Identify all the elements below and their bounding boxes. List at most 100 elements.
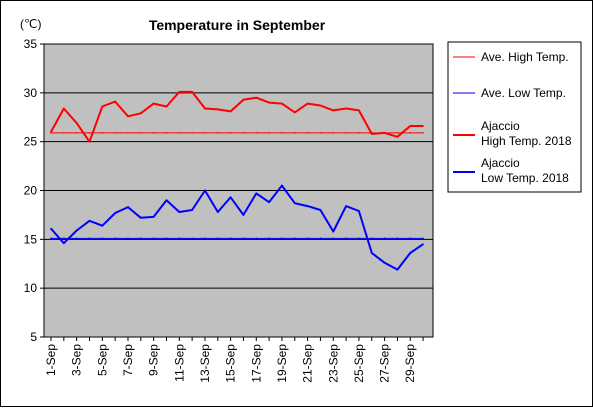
data-point bbox=[383, 237, 386, 240]
data-point bbox=[242, 214, 245, 216]
data-point bbox=[114, 132, 116, 134]
data-point bbox=[63, 107, 65, 110]
data-point bbox=[319, 209, 322, 211]
data-point bbox=[319, 132, 322, 134]
data-point bbox=[152, 237, 155, 240]
data-point bbox=[293, 202, 296, 204]
data-point bbox=[75, 237, 78, 240]
data-point bbox=[88, 237, 91, 240]
x-tick-label: 3-Sep bbox=[70, 344, 84, 376]
x-tick-label: 29-Sep bbox=[403, 344, 417, 383]
data-point bbox=[152, 216, 155, 218]
x-axis: 1-Sep 3-Sep 5-Sep 7-Sep 9-Sep 11-Sep 13-Sep 15-… bbox=[44, 337, 424, 383]
y-tick-label: 10 bbox=[24, 281, 38, 295]
data-point bbox=[191, 132, 193, 134]
data-point bbox=[216, 108, 219, 111]
legend-label: Ave. Low Temp. bbox=[481, 86, 566, 100]
data-point bbox=[50, 131, 52, 133]
data-point bbox=[396, 132, 399, 134]
x-tick-label: 5-Sep bbox=[95, 344, 109, 376]
data-point bbox=[293, 237, 296, 240]
data-point bbox=[140, 237, 142, 240]
x-tick-label: 21-Sep bbox=[301, 344, 315, 383]
data-point bbox=[293, 111, 296, 114]
x-tick-label: 25-Sep bbox=[352, 344, 366, 383]
data-point bbox=[204, 132, 206, 134]
data-point bbox=[293, 132, 296, 134]
data-point bbox=[88, 132, 91, 134]
data-point bbox=[306, 132, 309, 134]
data-point bbox=[281, 237, 283, 240]
legend-box bbox=[447, 41, 582, 193]
data-point bbox=[422, 243, 424, 246]
data-point bbox=[306, 102, 309, 105]
data-point bbox=[370, 133, 373, 135]
data-point bbox=[50, 237, 52, 240]
data-point bbox=[319, 237, 322, 240]
data-point bbox=[50, 227, 52, 230]
data-point bbox=[396, 135, 399, 138]
data-point bbox=[140, 132, 142, 134]
y-tick-label: 20 bbox=[24, 184, 38, 198]
y-axis: 5 10 15 20 25 30 35 bbox=[24, 37, 44, 344]
data-point bbox=[75, 122, 78, 124]
legend-label: Ave. High Temp. bbox=[481, 50, 569, 64]
data-point bbox=[422, 132, 424, 134]
y-tick-label: 30 bbox=[24, 86, 38, 100]
data-point bbox=[114, 212, 116, 214]
data-point bbox=[178, 211, 181, 213]
data-point bbox=[409, 125, 412, 127]
x-tick-label: 7-Sep bbox=[121, 344, 135, 376]
y-tick-label: 35 bbox=[24, 37, 38, 51]
data-point bbox=[165, 199, 168, 202]
data-point bbox=[204, 189, 206, 192]
data-point bbox=[204, 237, 206, 240]
data-point bbox=[396, 268, 399, 271]
legend-items: Ave. High Temp.Ave. Low Temp.AjaccioHigh… bbox=[453, 50, 572, 185]
data-point bbox=[75, 229, 78, 232]
data-point bbox=[101, 105, 104, 108]
data-point bbox=[191, 91, 193, 93]
data-point bbox=[281, 132, 283, 134]
data-point bbox=[101, 224, 104, 227]
data-point bbox=[63, 242, 65, 245]
x-tick-label: 27-Sep bbox=[378, 344, 392, 383]
data-point bbox=[255, 192, 258, 195]
data-point bbox=[152, 102, 155, 105]
data-point bbox=[409, 252, 412, 254]
data-point bbox=[370, 252, 373, 254]
data-point bbox=[242, 132, 245, 134]
data-point bbox=[140, 112, 142, 115]
data-point bbox=[268, 132, 270, 134]
data-point bbox=[75, 132, 78, 134]
data-point bbox=[383, 261, 386, 264]
data-point bbox=[63, 237, 65, 240]
series-group bbox=[50, 90, 424, 271]
data-point bbox=[204, 107, 206, 110]
legend-label: Ajaccio bbox=[481, 119, 520, 133]
data-point bbox=[345, 237, 347, 240]
chart-title: Temperature in September bbox=[149, 17, 326, 33]
data-point bbox=[229, 110, 232, 113]
data-point bbox=[319, 104, 322, 107]
data-point bbox=[88, 219, 91, 222]
data-point bbox=[345, 132, 347, 134]
data-point bbox=[127, 115, 129, 118]
data-point bbox=[178, 237, 181, 240]
legend-label: Low Temp. 2018 bbox=[481, 171, 569, 185]
x-tick-label: 13-Sep bbox=[198, 344, 212, 383]
data-point bbox=[127, 132, 129, 134]
data-point bbox=[178, 91, 181, 93]
data-point bbox=[255, 132, 258, 134]
data-point bbox=[358, 132, 360, 134]
x-tick-label: 19-Sep bbox=[275, 344, 289, 383]
data-point bbox=[358, 237, 360, 240]
data-point bbox=[152, 132, 155, 134]
data-point bbox=[63, 132, 65, 134]
data-point bbox=[101, 237, 104, 240]
data-point bbox=[358, 210, 360, 212]
data-point bbox=[242, 98, 245, 101]
data-point bbox=[396, 237, 399, 240]
data-point bbox=[229, 132, 232, 134]
